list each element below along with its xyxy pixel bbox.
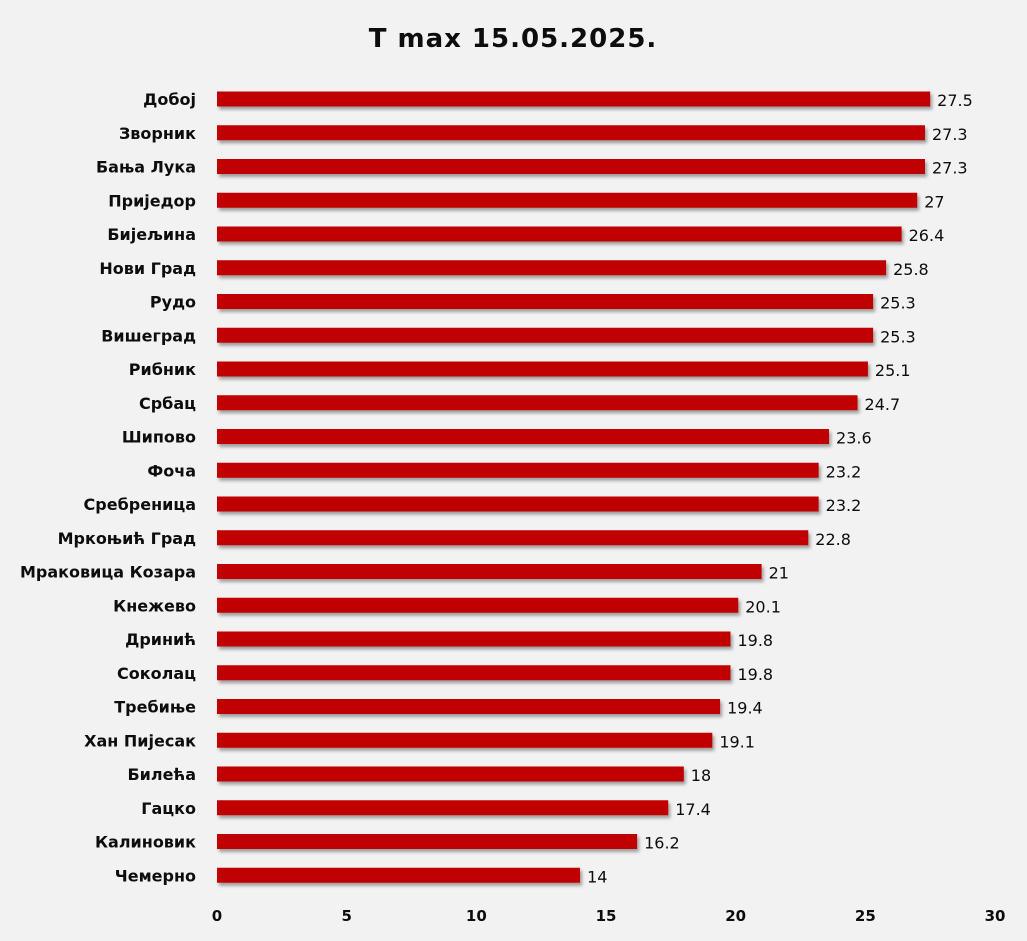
data-label: 24.7 [865, 395, 901, 414]
category-label: Гацко [141, 799, 196, 818]
bar [217, 125, 925, 141]
bar [217, 192, 918, 208]
bars-group [217, 91, 931, 883]
category-label: Добој [143, 90, 196, 109]
category-label: Фоча [147, 461, 196, 480]
data-label: 19.8 [737, 665, 773, 684]
category-label: Билећа [127, 765, 196, 784]
x-tick-label: 0 [212, 907, 222, 925]
category-label: Приједор [108, 191, 196, 210]
x-tick-label: 25 [855, 907, 876, 925]
category-label: Требиње [114, 698, 196, 717]
category-label: Мркоњић Град [58, 529, 197, 548]
bar [217, 834, 638, 849]
data-label: 19.8 [737, 631, 773, 650]
data-label: 25.3 [880, 294, 916, 313]
bar [217, 327, 874, 343]
data-label: 19.4 [727, 699, 763, 718]
bar [217, 294, 874, 309]
data-label: 23.2 [826, 462, 862, 481]
bar [217, 159, 925, 174]
category-label: Дринић [125, 630, 196, 649]
data-label: 26.4 [909, 226, 945, 245]
data-label: 16.2 [644, 834, 680, 853]
category-label: Рибник [129, 360, 196, 379]
data-label: 20.1 [745, 597, 781, 616]
data-label: 23.6 [836, 429, 872, 448]
category-label: Мраковица Козара [20, 563, 196, 582]
bar [217, 429, 830, 444]
bar [217, 766, 684, 782]
category-label: Бања Лука [96, 158, 196, 177]
data-label: 25.1 [875, 361, 911, 380]
bar [217, 462, 819, 478]
data-label: 17.4 [675, 800, 711, 819]
category-label: Бијељина [107, 225, 196, 244]
bar [217, 530, 809, 546]
x-tick-label: 10 [466, 907, 487, 925]
category-label: Шипово [122, 428, 196, 447]
category-label: Хан Пијесак [84, 731, 196, 750]
bar [217, 699, 721, 714]
x-tick-label: 30 [985, 907, 1006, 925]
bar [217, 597, 739, 613]
category-label: Соколац [117, 664, 196, 683]
category-label: Рудо [150, 293, 196, 312]
bar [217, 226, 902, 242]
bar [217, 564, 762, 579]
chart-title: T max 15.05.2025. [369, 24, 658, 54]
category-label: Вишеград [101, 326, 196, 345]
category-label: Нови Град [99, 259, 196, 278]
data-label: 18 [691, 766, 711, 785]
x-tick-label: 20 [725, 907, 746, 925]
data-label: 21 [769, 564, 789, 583]
data-label: 25.3 [880, 327, 916, 346]
bar [217, 867, 581, 883]
data-label: 27.5 [937, 91, 973, 110]
bar [217, 496, 819, 512]
data-label: 27.3 [932, 125, 968, 144]
category-label: Чемерно [115, 866, 196, 885]
value-labels: 27.5 27.3 27.3 27 26.4 25.8 25.3 25.3 25.1 24.7 23… [587, 91, 973, 886]
bar [217, 91, 931, 107]
bar [217, 665, 731, 681]
bar [217, 800, 669, 816]
bar [217, 732, 713, 748]
category-label: Сребреница [84, 495, 196, 514]
x-tick-label: 5 [341, 907, 351, 925]
data-label: 22.8 [815, 530, 851, 549]
data-label: 14 [587, 867, 607, 886]
category-label: Србац [139, 394, 196, 413]
data-label: 19.1 [719, 732, 755, 751]
data-label: 27 [924, 192, 944, 211]
data-label: 23.2 [826, 496, 862, 515]
category-label: Зворник [119, 124, 196, 143]
bar [217, 260, 887, 276]
bar [217, 361, 868, 377]
x-tick-label: 15 [596, 907, 617, 925]
x-axis-ticks: 0 5 10 15 20 25 30 [212, 907, 1006, 925]
bar [217, 395, 858, 411]
category-label: Калиновик [95, 833, 196, 852]
data-label: 27.3 [932, 159, 968, 178]
data-label: 25.8 [893, 260, 929, 279]
category-label: Кнежево [113, 596, 196, 615]
category-labels: Добој Зворник Бања Лука Приједор Бијељина Нов… [20, 90, 196, 885]
bar [217, 631, 731, 647]
